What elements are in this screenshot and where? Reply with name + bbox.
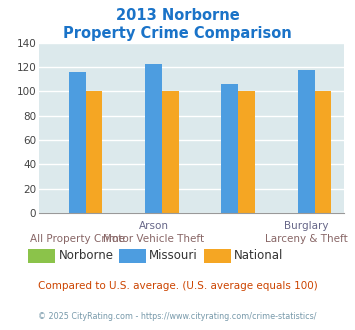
Text: Compared to U.S. average. (U.S. average equals 100): Compared to U.S. average. (U.S. average … [38,281,317,291]
Bar [315,91,331,213]
Text: Burglary: Burglary [284,221,328,231]
Text: © 2025 CityRating.com - https://www.cityrating.com/crime-statistics/: © 2025 CityRating.com - https://www.city… [38,312,317,321]
Text: Larceny & Theft: Larceny & Theft [265,234,348,244]
Text: Property Crime Comparison: Property Crime Comparison [63,26,292,41]
Text: Motor Vehicle Theft: Motor Vehicle Theft [103,234,204,244]
Bar [162,91,179,213]
Text: All Property Crime: All Property Crime [30,234,125,244]
Text: Norborne: Norborne [59,249,114,262]
Text: National: National [234,249,284,262]
Bar [86,91,102,213]
Text: 2013 Norborne: 2013 Norborne [116,8,239,23]
Text: Arson: Arson [138,221,169,231]
Text: Missouri: Missouri [149,249,198,262]
Bar [222,84,238,213]
Bar [298,70,315,213]
Bar [145,64,162,213]
Bar [69,72,86,213]
Bar [238,91,255,213]
